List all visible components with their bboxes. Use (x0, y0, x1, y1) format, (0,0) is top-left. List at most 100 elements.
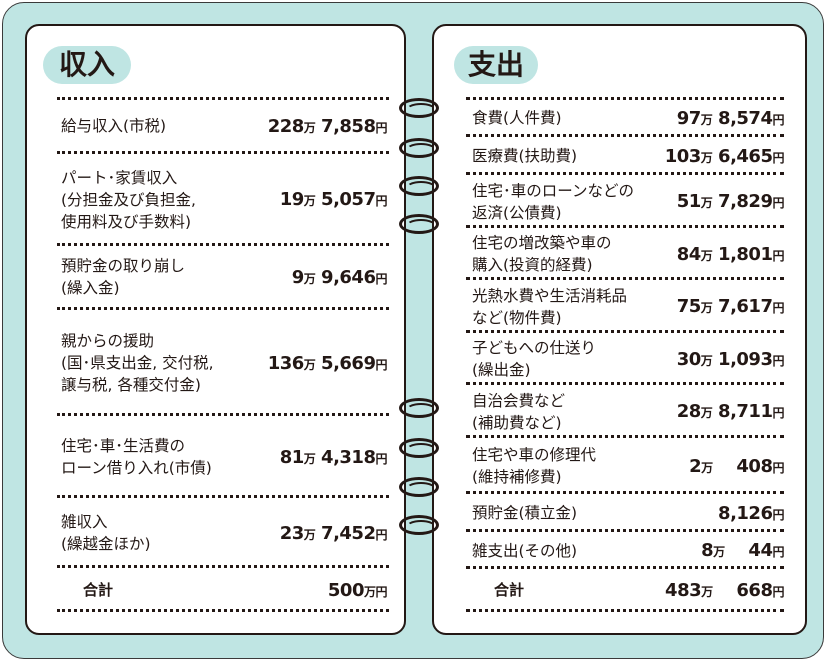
amount-value: 97万 8,574円 (676, 107, 785, 129)
income-row: 給与収入(市税) 228万 7,858円 (61, 99, 387, 153)
amount-rest: 8,574 (712, 107, 773, 129)
amount-man: 75 (676, 296, 702, 317)
item-label: 住宅･車のローンなどの 返済(公債費) (472, 181, 634, 222)
unit-man: 万 (363, 584, 376, 599)
amount-rest: 7,829 (712, 191, 773, 212)
amount-man: 483 (665, 579, 702, 601)
item-label: 親からの援助 (国･県支出金, 交付税, 譲与税, 各種交付金) (61, 332, 214, 394)
amount-man: 228 (267, 115, 305, 137)
unit-yen: 円 (772, 545, 784, 559)
dotted-divider (466, 566, 784, 569)
amount-rest: 1,093 (712, 348, 773, 370)
amount-rest: 4,318 (315, 446, 376, 468)
amount-rest: 9,646 (315, 266, 376, 288)
amount-rest: 8,126 (718, 502, 773, 524)
amount-man: 2 (689, 455, 702, 477)
expense-row: 医療費(扶助費) 103万 6,465円 (472, 137, 784, 175)
amount-rest: 6,465 (712, 145, 773, 167)
item-label: 医療費(扶助費) (472, 147, 578, 165)
binder-ring-icon (399, 214, 439, 234)
dotted-divider (57, 243, 389, 246)
income-page: 収入 給与収入(市税) 228万 7,858円 パート･家賃収入 (分担金及び負担金… (25, 24, 406, 635)
unit-man: 万 (701, 584, 713, 599)
dotted-divider (466, 609, 784, 612)
unit-yen: 円 (772, 584, 784, 599)
expense-page: 支出 食費(人件費) 97万 8,574円 医療費(扶助費) 103万 6,465円住… (432, 24, 807, 635)
amount-rest: 7,617 (712, 296, 773, 317)
amount-man: 136 (267, 352, 305, 374)
unit-man: 万 (303, 194, 316, 208)
unit-yen: 円 (375, 271, 387, 286)
expense-row: 光熱水費や生活消耗品 など(物件費) 75万 7,617円 (472, 280, 784, 333)
binder-ring-icon (399, 398, 439, 418)
unit-yen: 円 (375, 584, 387, 599)
dotted-divider (466, 97, 784, 100)
unit-yen: 円 (375, 357, 387, 372)
amount-man: 19 (279, 189, 305, 210)
expense-row: 預貯金(積立金) 8,126円 (472, 494, 784, 532)
unit-yen: 円 (772, 353, 784, 368)
dotted-divider (57, 609, 389, 612)
item-label: 住宅の増改築や車の 購入(投資的経費) (472, 234, 612, 274)
amount-value: 8,126円 (718, 503, 784, 524)
income-row: パート･家賃収入 (分担金及び負担金, 使用料及び手数料) 19万 5,057円 (61, 154, 387, 245)
unit-man: 万 (700, 196, 713, 210)
expense-title: 支出 (454, 46, 538, 84)
income-row: 雑収入 (繰越金ほか) 23万 7,452円 (61, 499, 387, 567)
unit-yen: 円 (772, 406, 784, 420)
amount-man: 8 (701, 540, 714, 561)
amount-man: 97 (676, 107, 702, 129)
amount-rest: 668 (730, 579, 773, 601)
dotted-divider (57, 307, 389, 310)
dotted-divider (466, 277, 784, 280)
dotted-divider (466, 529, 784, 532)
amount-value: 28万 8,711円 (676, 401, 785, 422)
amount-rest: 7,452 (315, 522, 376, 544)
amount-man: 28 (676, 401, 702, 422)
amount-value: 84万 1,801円 (677, 244, 785, 265)
binder-ring-icon (399, 477, 439, 497)
expense-row: 住宅･車のローンなどの 返済(公債費) 51万 7,829円 (472, 175, 784, 228)
expense-row: 住宅の増改築や車の 購入(投資的経費) 84万 1,801円 (472, 228, 784, 280)
expense-row: 自治会費など (補助費など) 28万 8,711円 (472, 385, 784, 438)
unit-yen: 円 (772, 301, 784, 315)
expense-row: 食費(人件費) 97万 8,574円 (472, 99, 784, 137)
item-label: 光熱水費や生活消耗品 など(物件費) (472, 286, 628, 327)
unit-yen: 円 (772, 196, 784, 210)
dotted-divider (466, 382, 784, 385)
item-label: パート･家賃収入 (分担金及び負担金, 使用料及び手数料) (61, 168, 196, 231)
item-label: 住宅･車･生活費の ローン借り入れ(市債) (61, 437, 212, 477)
binder-ring-icon (399, 98, 439, 118)
income-total-row: 合計 500万円 (61, 568, 387, 612)
amount-man: 81 (279, 446, 305, 468)
item-label: 雑支出(その他) (472, 541, 578, 560)
item-label: 預貯金の取り崩し (繰入金) (61, 257, 186, 297)
dotted-divider (57, 151, 389, 154)
amount-rest: 7,858 (315, 115, 376, 137)
amount-value: 30万 1,093円 (677, 348, 785, 370)
binder-ring-icon (399, 438, 439, 458)
dotted-divider (466, 330, 784, 333)
dotted-divider (466, 134, 784, 137)
amount-value: 228万 7,858円 (267, 115, 388, 137)
amount-man: 103 (664, 145, 702, 167)
dotted-divider (466, 225, 784, 228)
amount-value: 51万 7,829円 (677, 191, 785, 212)
expense-row: 子どもへの仕送り (繰出金) 30万 1,093円 (472, 333, 784, 385)
amount-value: 483万 668円 (665, 580, 784, 601)
unit-yen: 円 (375, 120, 387, 135)
item-label: 食費(人件費) (472, 109, 562, 127)
total-label: 合計 (83, 581, 114, 599)
income-row: 預貯金の取り崩し (繰入金) 9万 9,646円 (61, 246, 387, 308)
item-label: 給与収入(市税) (61, 117, 167, 135)
dotted-divider (466, 172, 784, 175)
dotted-divider (57, 413, 389, 416)
amount-value: 500万円 (327, 579, 388, 601)
dotted-divider (466, 491, 784, 494)
dotted-divider (466, 435, 784, 438)
binder-ring-icon (399, 515, 439, 535)
unit-yen: 円 (375, 451, 387, 466)
amount-man: 500 (327, 579, 365, 601)
amount-value: 2万 408円 (689, 456, 784, 477)
item-label: 預貯金(積立金) (472, 504, 578, 522)
